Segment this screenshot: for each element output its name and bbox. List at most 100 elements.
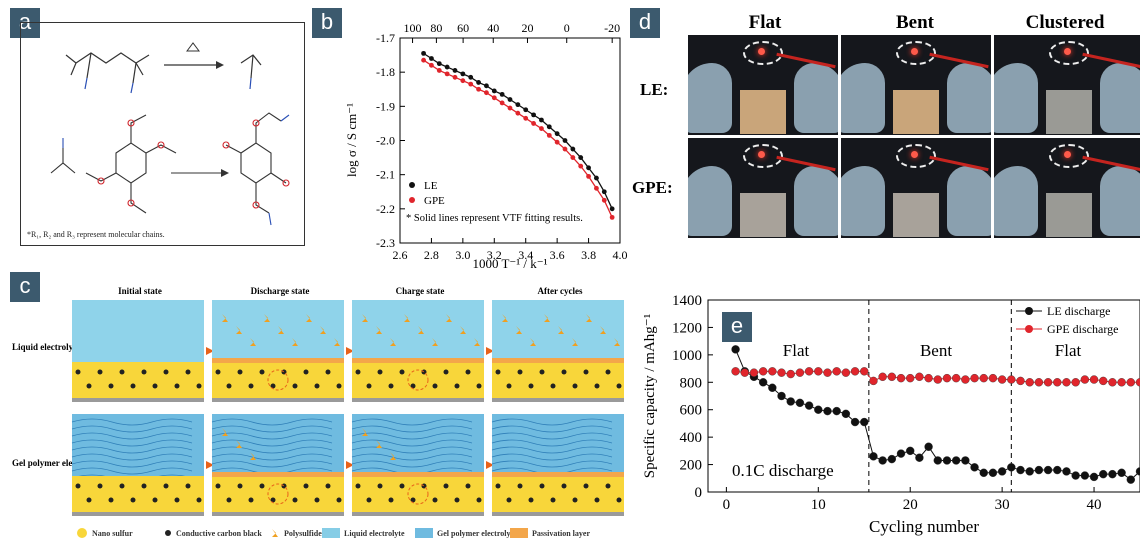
region-label-flat-2: Flat: [1055, 341, 1082, 360]
current-collector: [212, 398, 344, 402]
point-le: [578, 155, 584, 160]
y-tick-label: 1000: [672, 348, 702, 364]
point-gpe-discharge: [777, 368, 786, 377]
carbon-black-particle: [314, 497, 320, 503]
point-gpe: [507, 105, 513, 111]
y-tick-label: 1400: [672, 293, 702, 309]
plot-frame: [707, 299, 1140, 493]
x-tick-label: 4.0: [613, 248, 628, 262]
point-le-discharge: [878, 456, 887, 465]
pouch-cell: [1046, 193, 1092, 237]
point-le-discharge: [1117, 468, 1126, 478]
point-le: [491, 88, 497, 94]
point-gpe: [546, 132, 552, 138]
glove-left: [841, 166, 885, 236]
point-gpe: [444, 71, 450, 77]
point-gpe: [594, 185, 599, 191]
point-gpe: [484, 90, 489, 96]
legend-label-gpe: GPE: [424, 195, 445, 207]
schematic-legend: Nano sulfur Conductive carbon black Poly…: [77, 528, 590, 538]
carbon-black-particle: [561, 369, 567, 375]
demo-photo: [841, 35, 991, 135]
point-gpe-discharge: [832, 367, 841, 376]
top-tick-label: 0: [564, 21, 570, 35]
glove-left: [994, 63, 1038, 133]
carbon-black-particle: [75, 369, 81, 375]
point-gpe-discharge: [749, 368, 759, 377]
point-le: [429, 56, 434, 61]
carbon-black-particle: [594, 497, 600, 503]
carbon-black-particle: [237, 483, 243, 489]
point-gpe-discharge: [878, 372, 887, 382]
point-le-discharge: [758, 378, 768, 387]
polysulfide-particle: [586, 314, 592, 322]
carbon-black-particle: [561, 483, 567, 489]
x-axis-ticks: 2.6 2.8 3.0 3.2 3.4 3.6 3.8 4.0: [393, 238, 628, 262]
point-gpe-discharge: [758, 367, 768, 376]
x-tick-label: 3.4: [518, 248, 533, 262]
glove-right: [794, 166, 838, 236]
col-title-charge: Charge state: [396, 286, 445, 296]
carbon-black-particle: [539, 483, 545, 489]
point-le-discharge: [804, 401, 814, 410]
carbon-black-particle: [616, 497, 622, 503]
glove-right: [947, 166, 991, 236]
col-head-flat: Flat: [748, 12, 782, 33]
legend-polysulfide: Polysulfide: [284, 529, 322, 538]
polymer-network: [351, 453, 473, 461]
point-gpe-discharge: [979, 373, 988, 383]
carbon-black-particle: [163, 369, 169, 375]
polysulfide-particle: [460, 326, 466, 334]
carbon-black-particle: [454, 497, 460, 503]
polymer-network: [491, 439, 613, 447]
polysulfide-particle: [446, 314, 452, 322]
carbon-black-particle: [248, 497, 254, 503]
schematic-cell: [211, 414, 354, 516]
point-gpe: [539, 126, 544, 131]
point-le-discharge: [1007, 463, 1016, 472]
point-gpe-discharge: [1016, 376, 1025, 386]
point-gpe-discharge: [1135, 378, 1140, 387]
carbon-black-particle: [130, 383, 136, 389]
point-gpe-discharge: [841, 368, 851, 377]
panel-label-e: e: [722, 312, 752, 342]
point-le: [546, 124, 552, 130]
point-le-discharge: [1016, 465, 1025, 475]
carbon-black-particle: [292, 497, 298, 503]
polymer-network: [351, 446, 473, 454]
carbon-black-particle: [388, 383, 394, 389]
glove-right: [794, 63, 838, 133]
point-gpe-discharge: [924, 373, 933, 383]
y-axis-label: Specific capacity / mAhg⁻¹: [642, 314, 658, 478]
row-head-gpe: GPE:: [632, 178, 673, 197]
point-gpe-discharge: [942, 373, 952, 383]
point-gpe-discharge: [970, 373, 979, 383]
y-tick-label: -2.2: [376, 202, 395, 216]
scheme-footnote: *R₁, R₂ and R₃ represent molecular chain…: [27, 230, 165, 239]
carbon-black-particle: [292, 383, 298, 389]
cathode-layer: [352, 476, 484, 512]
top-tick-label: 20: [521, 21, 533, 35]
current-collector: [352, 398, 484, 402]
point-gpe: [601, 197, 607, 203]
polysulfide-particle: [572, 338, 578, 346]
x-tick-label: 3.0: [455, 248, 470, 262]
carbon-black-particle: [141, 483, 147, 489]
point-gpe: [554, 139, 560, 145]
process-arrow: [486, 461, 494, 469]
polymer-network: [491, 425, 613, 433]
carbon-black-particle: [86, 383, 92, 389]
x-tick-label: 20: [903, 497, 918, 513]
carbon-black-particle: [377, 369, 383, 375]
polymer-network: [491, 446, 613, 454]
carbon-black-particle: [366, 497, 372, 503]
carbon-black-particle: [528, 383, 534, 389]
y-axis-ticks: 0 200 400 600 800 1000 1200 1400: [672, 293, 713, 501]
reaction-scheme-diagram: [50, 42, 290, 226]
top-tick-label: -20: [604, 21, 620, 35]
carbon-black-particle: [259, 483, 265, 489]
carbon-black-particle: [336, 497, 342, 503]
current-collector: [492, 512, 624, 516]
polymer-network: [211, 446, 333, 454]
point-le-discharge: [786, 397, 795, 406]
